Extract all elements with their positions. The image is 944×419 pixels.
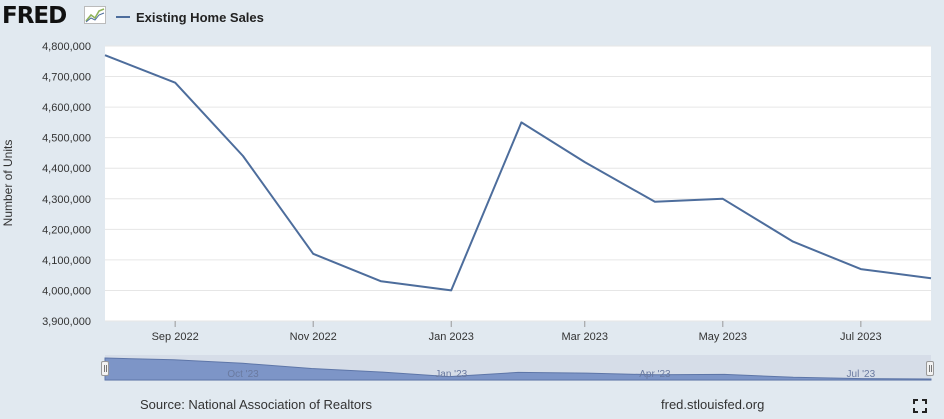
legend[interactable]: Existing Home Sales	[116, 9, 264, 25]
x-tick-label: Sep 2022	[152, 331, 199, 343]
x-tick-label: Nov 2022	[290, 331, 337, 343]
y-tick-label: 4,500,000	[42, 133, 91, 145]
y-tick-label: 3,900,000	[42, 316, 91, 328]
navigator-tick-label: Oct '23	[227, 369, 259, 380]
x-tick-label: May 2023	[699, 331, 747, 343]
navigator-series-area	[104, 357, 932, 381]
fred-chart-icon	[84, 6, 106, 24]
navigator-tick-label: Jul '23	[847, 369, 876, 380]
navigator-tick-label: Jan '23	[435, 369, 467, 380]
y-tick-label: 4,400,000	[42, 163, 91, 175]
series-line	[104, 54, 932, 292]
chart-header: FRED Existing Home Sales	[0, 0, 944, 36]
legend-swatch	[116, 16, 130, 18]
fred-logo[interactable]: FRED	[2, 3, 67, 29]
y-tick-label: 4,100,000	[42, 255, 91, 267]
y-tick-label: 4,700,000	[42, 72, 91, 84]
x-tick-label: Jan 2023	[429, 331, 474, 343]
legend-label: Existing Home Sales	[136, 9, 264, 25]
navigator-right-handle[interactable]	[926, 361, 934, 376]
y-tick-label: 4,600,000	[42, 102, 91, 114]
plot-area	[105, 46, 931, 321]
x-tick-label: Mar 2023	[562, 331, 608, 343]
x-tick-label: Jul 2023	[840, 331, 882, 343]
y-tick-label: 4,200,000	[42, 224, 91, 236]
y-tick-label: 4,300,000	[42, 194, 91, 206]
y-tick-label: 4,000,000	[42, 285, 91, 297]
fullscreen-icon[interactable]	[913, 399, 927, 413]
source-note: Source: National Association of Realtors	[140, 397, 372, 412]
navigator-tick-label: Apr '23	[639, 369, 671, 380]
navigator-left-handle[interactable]	[101, 361, 109, 376]
site-link[interactable]: fred.stlouisfed.org	[661, 397, 765, 412]
y-tick-label: 4,800,000	[42, 41, 91, 53]
